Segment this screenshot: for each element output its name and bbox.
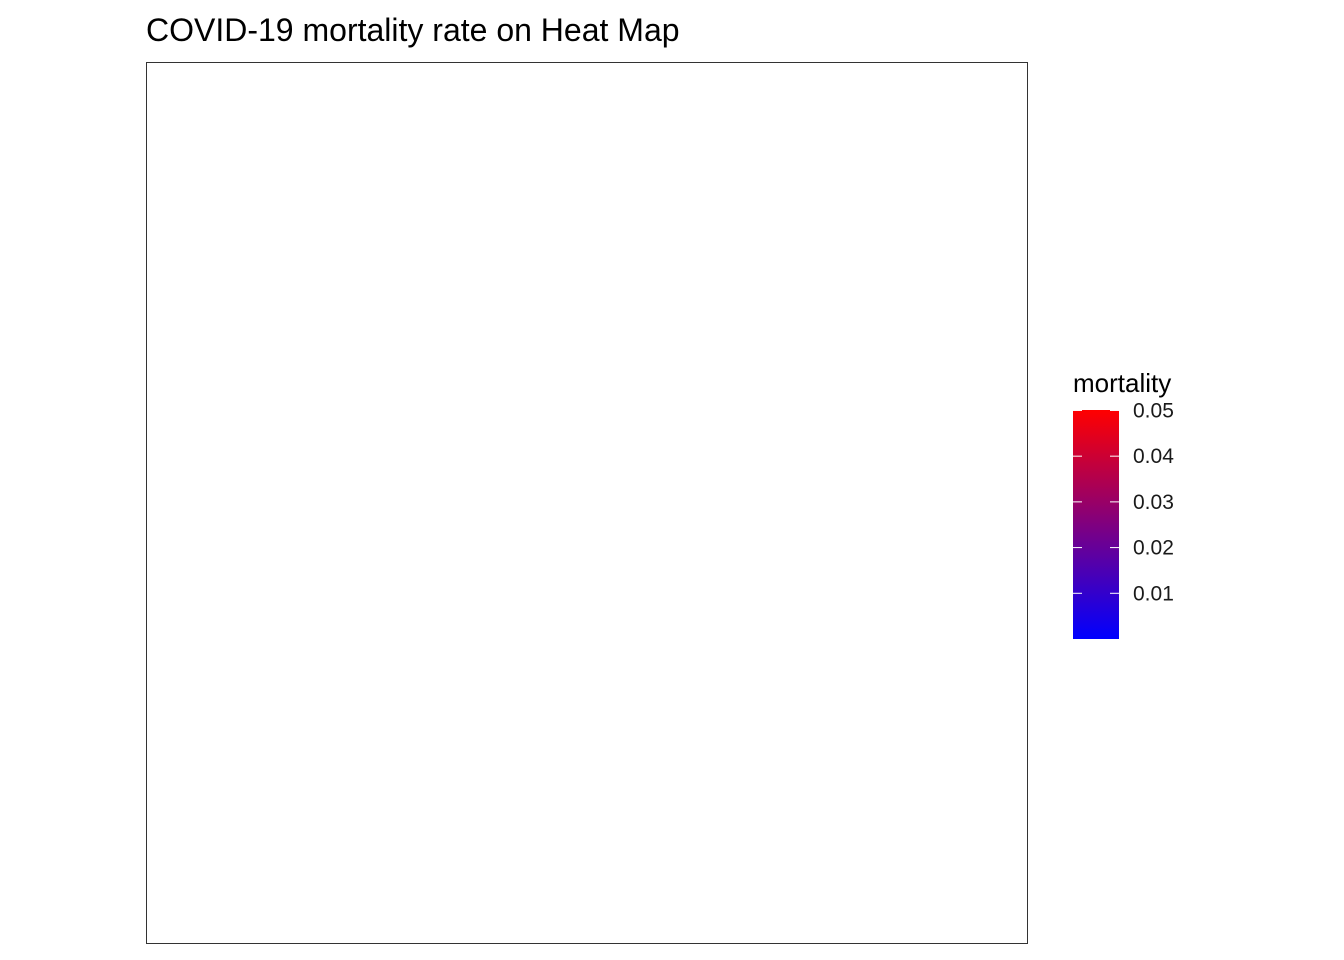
chart-title: COVID-19 mortality rate on Heat Map [146,12,680,48]
legend-tick-label: 0.03 [1133,491,1174,514]
legend-title: mortality [1073,368,1172,398]
legend-tick-label: 0.02 [1133,537,1174,560]
legend-tick-label: 0.01 [1133,582,1174,605]
color-legend: 0.01 0.02 0.03 0.04 0.05 mortality [1073,368,1213,658]
legend-colorbar [1073,410,1119,639]
legend-tick-label: 0.05 [1133,399,1174,422]
plot-panel [146,62,1028,944]
legend-tick-label: 0.04 [1133,445,1174,468]
legend-colorbar-svg: 0.01 0.02 0.03 0.04 0.05 [1073,399,1174,639]
